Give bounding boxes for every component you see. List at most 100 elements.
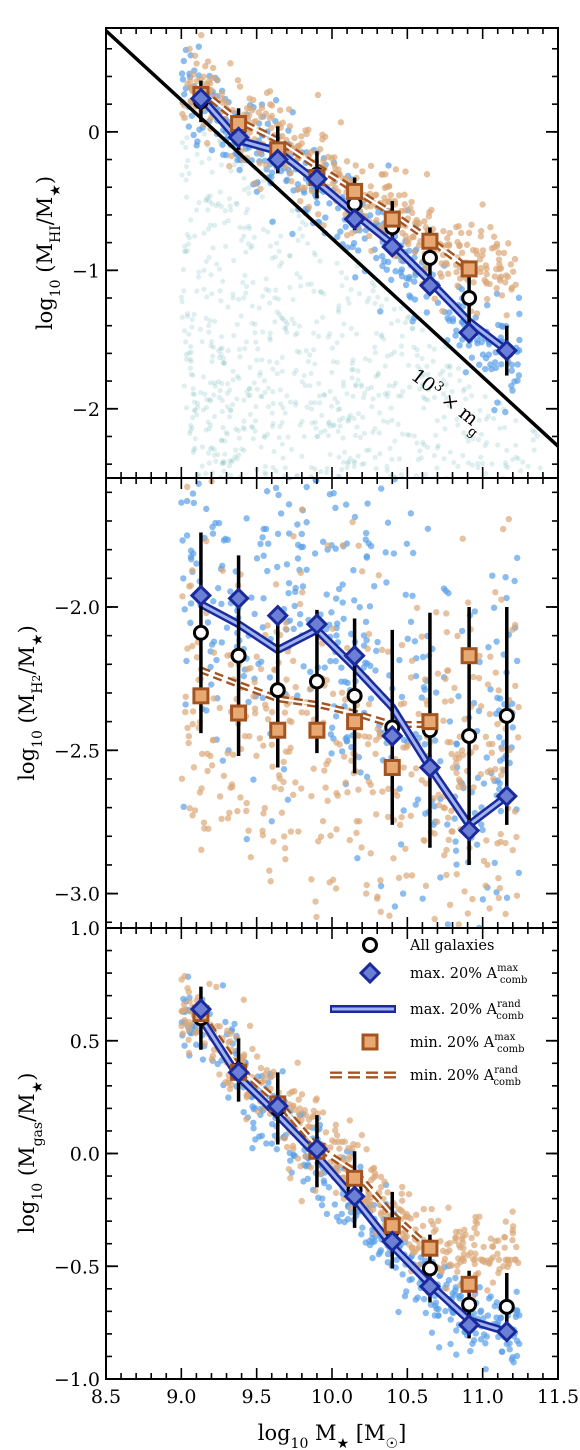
teal-scatter-point <box>430 496 435 501</box>
blue-points-scatter-point <box>322 214 329 221</box>
orange-points-scatter-point <box>372 750 379 758</box>
blue-points-scatter-point <box>231 1020 238 1028</box>
orange-points-scatter-point <box>458 747 466 754</box>
orange-points-scatter-point <box>418 633 426 640</box>
teal-scatter-point <box>370 396 376 402</box>
teal-scatter-point <box>539 583 544 588</box>
orange-points-scatter-point <box>401 191 408 198</box>
orange-points-scatter-point <box>243 807 250 815</box>
teal-scatter-point <box>277 423 283 429</box>
orange-points-scatter-point <box>444 738 451 746</box>
teal-scatter-point <box>419 327 426 333</box>
orange-points-scatter-point <box>249 107 256 114</box>
orange-points-scatter-point <box>374 893 381 900</box>
blue-points-scatter-point <box>319 538 327 545</box>
min-max-square <box>460 260 478 278</box>
orange-points-scatter-point <box>276 107 284 114</box>
blue-points-scatter-point <box>422 1309 430 1317</box>
orange-points-scatter-point <box>249 1045 256 1053</box>
orange-points-scatter-point <box>352 162 359 169</box>
blue-points-scatter-point <box>291 602 298 610</box>
teal-scatter-point <box>398 471 405 478</box>
teal-scatter-point <box>272 254 278 260</box>
teal-scatter-point <box>520 631 525 636</box>
blue-points-scatter-point <box>210 598 217 605</box>
teal-scatter-point <box>440 368 446 374</box>
teal-scatter-point <box>539 635 544 640</box>
orange-points-scatter-point <box>489 1243 496 1250</box>
orange-points-scatter-point <box>280 758 287 766</box>
orange-points-scatter-point <box>500 249 508 257</box>
orange-points-scatter-point <box>496 265 503 273</box>
blue-points-scatter-point <box>321 1179 328 1187</box>
blue-points-scatter-point <box>367 542 375 550</box>
teal-scatter-point <box>267 337 273 343</box>
teal-scatter-point <box>517 689 522 694</box>
teal-scatter-point <box>411 344 417 350</box>
orange-points-scatter-point <box>289 1142 297 1150</box>
orange-points-scatter-point <box>200 819 208 826</box>
blue-points-scatter-point <box>396 656 403 664</box>
teal-scatter-point <box>199 338 205 345</box>
orange-points-scatter-point <box>435 801 443 809</box>
teal-scatter-point <box>505 498 510 503</box>
orange-points-scatter-point <box>511 808 519 815</box>
blue-points-scatter-point <box>371 582 378 590</box>
max-max-diamond <box>266 604 289 627</box>
teal-scatter-point <box>315 514 320 519</box>
teal-scatter-point <box>188 371 194 377</box>
orange-points-scatter-point <box>402 845 409 852</box>
teal-scatter-point <box>496 538 501 543</box>
blue-points-scatter-point <box>399 890 407 897</box>
blue-points-scatter-point <box>335 585 343 593</box>
teal-scatter-point <box>247 411 253 417</box>
teal-scatter-point <box>375 611 380 616</box>
orange-points-scatter-point <box>434 818 441 825</box>
orange-points-scatter-point <box>367 850 374 857</box>
orange-points-scatter-point <box>461 1226 468 1234</box>
orange-points-scatter-point <box>460 1255 467 1262</box>
teal-scatter-point <box>360 414 366 420</box>
blue-points-scatter-point <box>195 43 202 50</box>
blue-points-scatter-point <box>296 611 304 618</box>
teal-scatter-point <box>211 452 218 458</box>
orange-points-scatter-point <box>421 676 429 683</box>
blue-points-scatter-point <box>280 766 288 773</box>
teal-scatter-point <box>388 405 394 411</box>
orange-points-scatter-point <box>178 976 185 983</box>
teal-scatter-point <box>379 508 384 513</box>
teal-scatter-point <box>260 226 267 232</box>
orange-points-scatter-point <box>257 185 264 193</box>
x-tick-label: 11.5 <box>537 1386 579 1408</box>
teal-scatter-point <box>482 567 487 572</box>
teal-scatter-point <box>378 512 383 517</box>
orange-points-scatter-point <box>431 915 438 923</box>
blue-points-scatter-point <box>245 698 252 706</box>
teal-scatter-point <box>369 280 375 286</box>
teal-scatter-point <box>336 417 343 423</box>
teal-scatter-point <box>422 575 427 580</box>
orange-points-scatter-point <box>446 1239 454 1247</box>
orange-points-scatter-point <box>453 1262 461 1269</box>
orange-points-scatter-point <box>509 626 516 633</box>
blue-points-scatter-point <box>516 310 523 318</box>
teal-scatter-point <box>217 288 223 294</box>
teal-scatter-point <box>441 599 446 604</box>
teal-scatter-point <box>380 514 385 519</box>
teal-scatter-point <box>244 389 250 395</box>
teal-scatter-point <box>210 245 216 251</box>
orange-points-scatter-point <box>185 1026 193 1034</box>
orange-points-scatter-point <box>483 295 491 303</box>
orange-points-scatter-point <box>285 1165 293 1173</box>
teal-scatter-point <box>522 669 527 674</box>
teal-scatter-point <box>436 622 441 627</box>
teal-scatter-point <box>533 717 538 722</box>
teal-scatter-point <box>366 447 372 453</box>
orange-points-scatter-point <box>479 201 486 208</box>
orange-points-scatter-point <box>384 1189 391 1196</box>
teal-scatter-point <box>276 311 283 318</box>
blue-points-scatter-point <box>240 459 246 465</box>
teal-scatter-point <box>373 373 379 380</box>
blue-points-scatter-point <box>404 635 411 643</box>
blue-points-scatter-point <box>263 488 271 495</box>
